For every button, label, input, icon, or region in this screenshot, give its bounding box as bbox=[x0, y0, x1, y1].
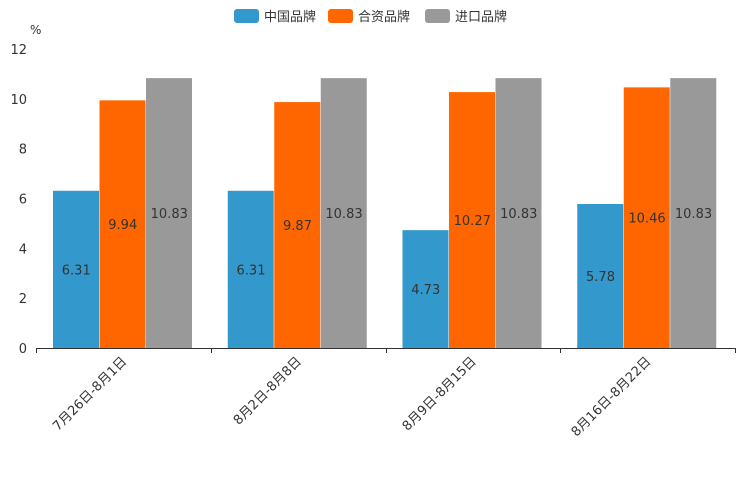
y-axis-unit-label: % bbox=[30, 23, 41, 37]
y-tick-label-3: 6 bbox=[19, 193, 27, 208]
y-tick-label-4: 8 bbox=[19, 143, 27, 158]
data-label-3-1: 10.46 bbox=[628, 212, 665, 227]
data-label-1-1: 9.87 bbox=[283, 219, 312, 234]
legend-label-0: 中国品牌 bbox=[264, 9, 316, 25]
bar-1-0 bbox=[227, 190, 274, 348]
y-tick-label-2: 4 bbox=[19, 242, 27, 257]
y-tick-label-1: 2 bbox=[19, 292, 27, 307]
data-label-0-1: 9.94 bbox=[108, 218, 137, 233]
data-label-2-0: 4.73 bbox=[411, 283, 440, 298]
y-tick-label-5: 10 bbox=[10, 93, 27, 108]
bar-0-0 bbox=[53, 190, 99, 348]
data-label-0-0: 6.31 bbox=[62, 263, 91, 278]
bar-0-2 bbox=[146, 78, 192, 348]
bar-2-2 bbox=[495, 78, 542, 348]
legend-label-1: 合资品牌 bbox=[358, 9, 410, 25]
bar-2-0 bbox=[402, 230, 449, 348]
x-tick-label-3: 8月16日-8月22日 bbox=[569, 354, 655, 440]
data-label-0-2: 10.83 bbox=[151, 207, 188, 222]
legend: 中国品牌 合资品牌 进口品牌 bbox=[234, 9, 507, 25]
bar-0-1 bbox=[99, 100, 146, 348]
y-tick-label-6: 12 bbox=[10, 43, 27, 58]
data-label-2-2: 10.83 bbox=[500, 207, 537, 222]
data-label-1-0: 6.31 bbox=[237, 263, 266, 278]
y-axis: 0 2 4 6 8 10 12 bbox=[10, 43, 27, 357]
bar-3-0 bbox=[577, 203, 624, 348]
bars: 6.31 9.94 10.83 6.31 9.87 10.83 4.73 10.27 10.83… bbox=[53, 78, 717, 348]
y-tick-label-0: 0 bbox=[19, 342, 27, 357]
data-label-3-0: 5.78 bbox=[586, 270, 615, 285]
x-axis: 7月26日-8月1日 8月2日-8月8日 8月9日-8月15日 8月16日-8月22日 bbox=[36, 348, 736, 440]
data-label-3-2: 10.83 bbox=[675, 207, 712, 222]
x-tick-label-0: 7月26日-8月1日 bbox=[50, 354, 130, 434]
bar-3-1 bbox=[623, 87, 670, 348]
bar-1-1 bbox=[274, 102, 321, 348]
x-tick-label-2: 8月9日-8月15日 bbox=[400, 354, 480, 434]
bar-2-1 bbox=[449, 92, 495, 348]
legend-label-2: 进口品牌 bbox=[455, 9, 507, 25]
bar-1-2 bbox=[320, 78, 367, 348]
data-label-2-1: 10.27 bbox=[454, 214, 491, 229]
legend-swatch-0 bbox=[234, 9, 259, 23]
legend-swatch-1 bbox=[328, 9, 353, 23]
x-tick-label-1: 8月2日-8月8日 bbox=[231, 354, 305, 428]
data-label-1-2: 10.83 bbox=[325, 207, 362, 222]
bar-3-2 bbox=[670, 78, 717, 348]
legend-swatch-2 bbox=[425, 9, 450, 23]
